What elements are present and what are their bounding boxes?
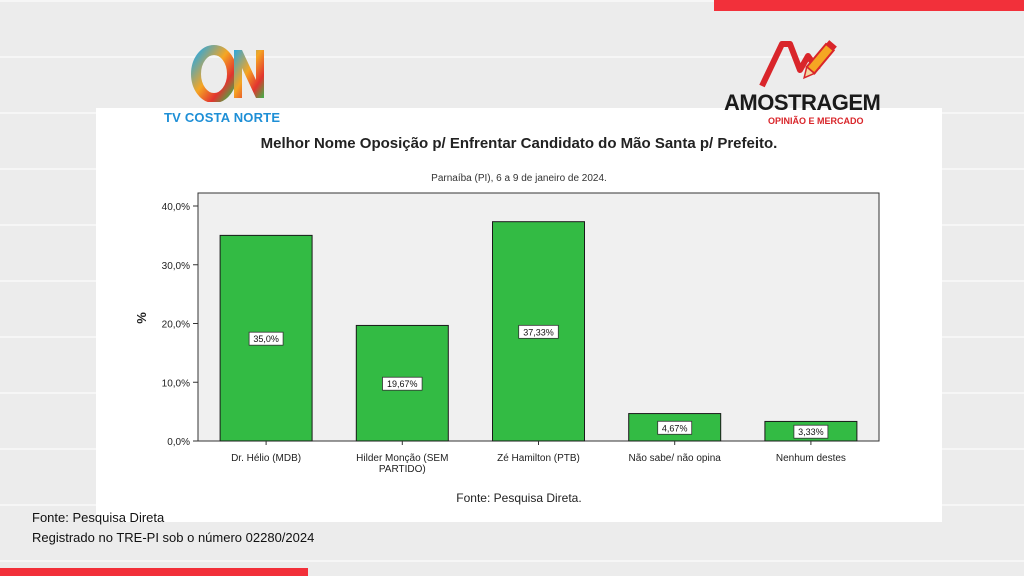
amostragem-tagline: OPINIÃO E MERCADO [768, 116, 864, 126]
amostragem-name: AMOSTRAGEM [724, 90, 881, 115]
data-label-box [382, 376, 423, 391]
chart-title: Melhor Nome Oposição p/ Enfrentar Candid… [260, 135, 778, 152]
x-tick-label: Hilder Monção (SEM [356, 453, 448, 464]
chart-subtitle: Parnaíba (PI), 6 a 9 de janeiro de 2024. [431, 173, 607, 184]
y-tick-label: 30,0% [162, 261, 190, 272]
x-tick-label: Zé Hamilton (PTB) [497, 453, 580, 464]
x-tick-label: Nenhum destes [776, 453, 846, 464]
y-tick-label: 40,0% [162, 202, 190, 213]
data-label: 35,0% [253, 334, 279, 344]
top-accent-bar [714, 0, 1024, 11]
tv-costa-norte-logo: TV COSTA NORTE [164, 44, 300, 125]
data-label-box [793, 424, 829, 439]
data-label: 19,67% [387, 379, 418, 389]
y-tick-label: 0,0% [167, 437, 190, 448]
data-label: 3,33% [798, 427, 824, 437]
data-label: 4,67% [662, 423, 688, 433]
x-tick-label: Dr. Hélio (MDB) [231, 453, 301, 464]
tv-costa-norte-name: TV COSTA NORTE [164, 110, 281, 125]
x-tick-label: Não sabe/ não opina [629, 453, 722, 464]
data-label-box [248, 331, 284, 346]
bottom-accent-bar [0, 568, 308, 576]
data-label-box [657, 420, 693, 435]
chart-source: Fonte: Pesquisa Direta. [456, 491, 582, 505]
data-label-box [518, 324, 559, 339]
caption-source: Fonte: Pesquisa Direta [32, 510, 165, 525]
amostragem-logo: AMOSTRAGEM OPINIÃO E MERCADO [722, 40, 892, 130]
data-label: 37,33% [523, 327, 554, 337]
x-tick-label: PARTIDO) [379, 464, 426, 475]
y-tick-label: 20,0% [162, 320, 190, 331]
caption-registration: Registrado no TRE-PI sob o número 02280/… [32, 530, 315, 545]
amostragem-logo-mark [759, 40, 837, 88]
tv-costa-norte-logo-mark [191, 45, 264, 102]
y-axis-label: % [134, 312, 149, 324]
y-tick-label: 10,0% [162, 378, 190, 389]
